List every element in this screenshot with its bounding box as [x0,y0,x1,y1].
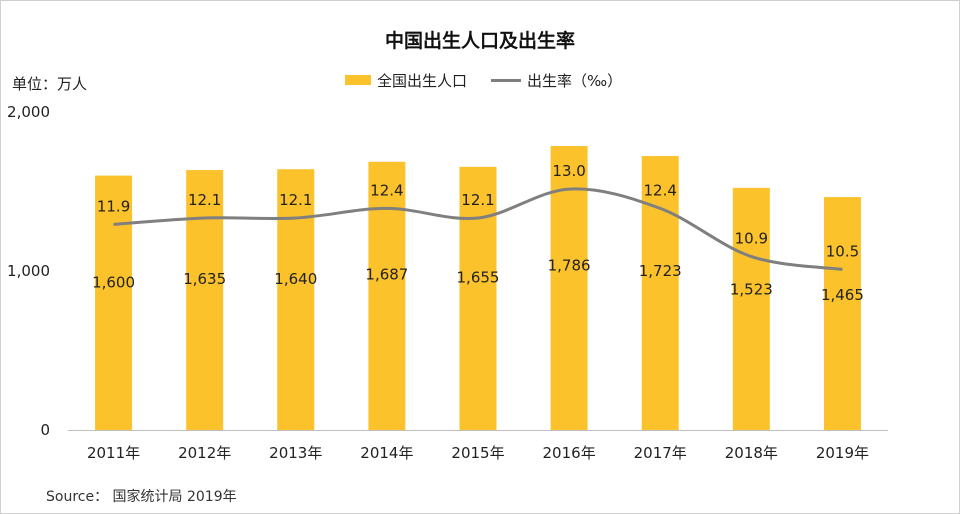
legend-bar-swatch [345,75,371,85]
birth-rate-label: 12.1 [188,191,221,209]
birth-rate-label: 10.9 [735,230,768,248]
bar [641,156,679,430]
birth-rate-label: 11.9 [97,197,130,215]
y-axis: 0 1,000 2,000 [7,103,50,439]
x-tick-label: 2016年 [543,444,596,462]
birth-rate-label: 12.4 [370,181,403,199]
x-tick-label: 2014年 [360,444,413,462]
bar [186,170,224,430]
bar [823,197,861,430]
y-tick-label: 2,000 [7,103,50,121]
bar-value-label: 1,640 [274,270,317,288]
bar-value-label: 1,635 [183,270,226,288]
x-tick-label: 2011年 [87,444,140,462]
x-tick-label: 2015年 [451,444,504,462]
birth-rate-label: 12.4 [644,181,677,199]
unit-label: 单位：万人 [12,75,88,93]
bar-value-label: 1,687 [365,265,408,283]
bar [550,146,588,430]
birth-rate-series-line [113,187,843,271]
x-tick-label: 2018年 [725,444,778,462]
x-tick-label: 2013年 [269,444,322,462]
birth-rate-label: 10.5 [826,242,859,260]
legend-line-label: 出生率（‰） [527,71,623,90]
bar-value-label: 1,655 [457,268,500,286]
bar-value-label: 1,786 [548,256,591,274]
x-tick-label: 2019年 [816,444,869,462]
source-note: Source： 国家统计局 2019年 [46,489,237,505]
bar [732,187,770,430]
legend-bar-label: 全国出生人口 [377,71,468,90]
legend: 全国出生人口 出生率（‰） [345,70,622,90]
chart-title: 中国出生人口及出生率 [384,30,575,52]
bar [95,175,133,430]
x-axis: 2011年 2012年 2013年 2014年 2015年 2016年 2017年 2018年… [68,430,888,462]
legend-line-swatch [491,78,522,82]
birth-rate-label: 12.1 [279,191,312,209]
bar [459,166,497,431]
birth-rate-label: 12.1 [461,191,494,209]
birth-rate-line: 11.9 12.1 12.1 12.4 12.1 13.0 12.4 10.9 10.5 [97,162,859,271]
bar [277,169,315,431]
x-tick-label: 2012年 [178,444,231,462]
y-tick-label: 0 [40,421,50,439]
x-tick-label: 2017年 [634,444,687,462]
bar-value-label: 1,465 [821,286,864,304]
bar [368,161,406,430]
bar-value-label: 1,600 [92,273,135,291]
bar-value-label: 1,723 [639,262,682,280]
bar-value-label: 1,523 [730,281,773,299]
bars: 1,600 1,635 1,640 1,687 1,655 1,786 1,723 1,523… [92,146,864,431]
y-tick-label: 1,000 [7,262,50,280]
birth-rate-label: 13.0 [552,162,585,180]
